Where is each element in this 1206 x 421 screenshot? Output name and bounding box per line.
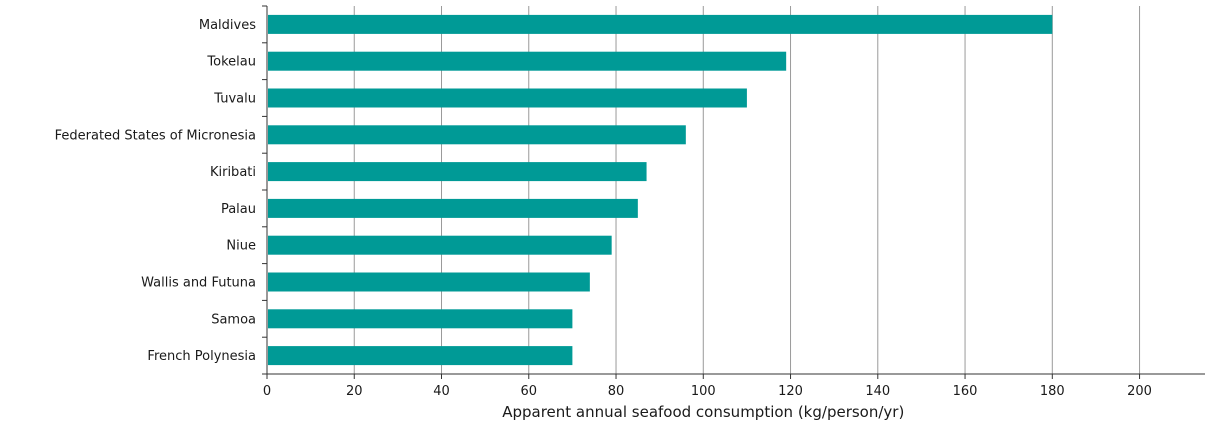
x-tick-label: 40 [433, 384, 450, 399]
category-label: Federated States of Micronesia [55, 128, 256, 143]
x-tick-label: 140 [865, 384, 890, 399]
category-label: Wallis and Futuna [141, 276, 256, 291]
bars [268, 14, 1053, 366]
x-tick-labels: 0 20 40 60 80 100 120 140 160 180 200 [263, 384, 1152, 399]
x-tick-label: 80 [608, 384, 625, 399]
bar [268, 346, 573, 366]
bar [268, 235, 612, 255]
axes [262, 5, 1205, 379]
bar [268, 198, 638, 218]
category-label: Tuvalu [213, 92, 256, 107]
category-label: Niue [226, 239, 256, 254]
category-label: Palau [221, 202, 256, 217]
category-label: French Polynesia [147, 349, 256, 364]
x-tick-label: 0 [263, 384, 271, 399]
x-tick-label: 200 [1127, 384, 1152, 399]
category-label: Samoa [211, 312, 256, 327]
x-tick-label: 20 [346, 384, 363, 399]
category-label: Maldives [199, 18, 256, 33]
x-tick-label: 100 [691, 384, 716, 399]
category-label: Kiribati [210, 165, 256, 180]
bar [268, 125, 686, 145]
x-tick-label: 60 [520, 384, 537, 399]
x-axis-title: Apparent annual seafood consumption (kg/… [502, 403, 904, 421]
category-label: Tokelau [206, 55, 256, 70]
x-tick-label: 180 [1040, 384, 1065, 399]
category-labels: Maldives Tokelau Tuvalu Federated States of… [55, 18, 257, 364]
x-tick-label: 120 [778, 384, 803, 399]
bar [268, 309, 573, 329]
bar [268, 88, 747, 108]
bar [268, 51, 787, 71]
bar [268, 272, 590, 292]
bar [268, 162, 647, 182]
x-tick-label: 160 [953, 384, 978, 399]
bar [268, 14, 1053, 34]
